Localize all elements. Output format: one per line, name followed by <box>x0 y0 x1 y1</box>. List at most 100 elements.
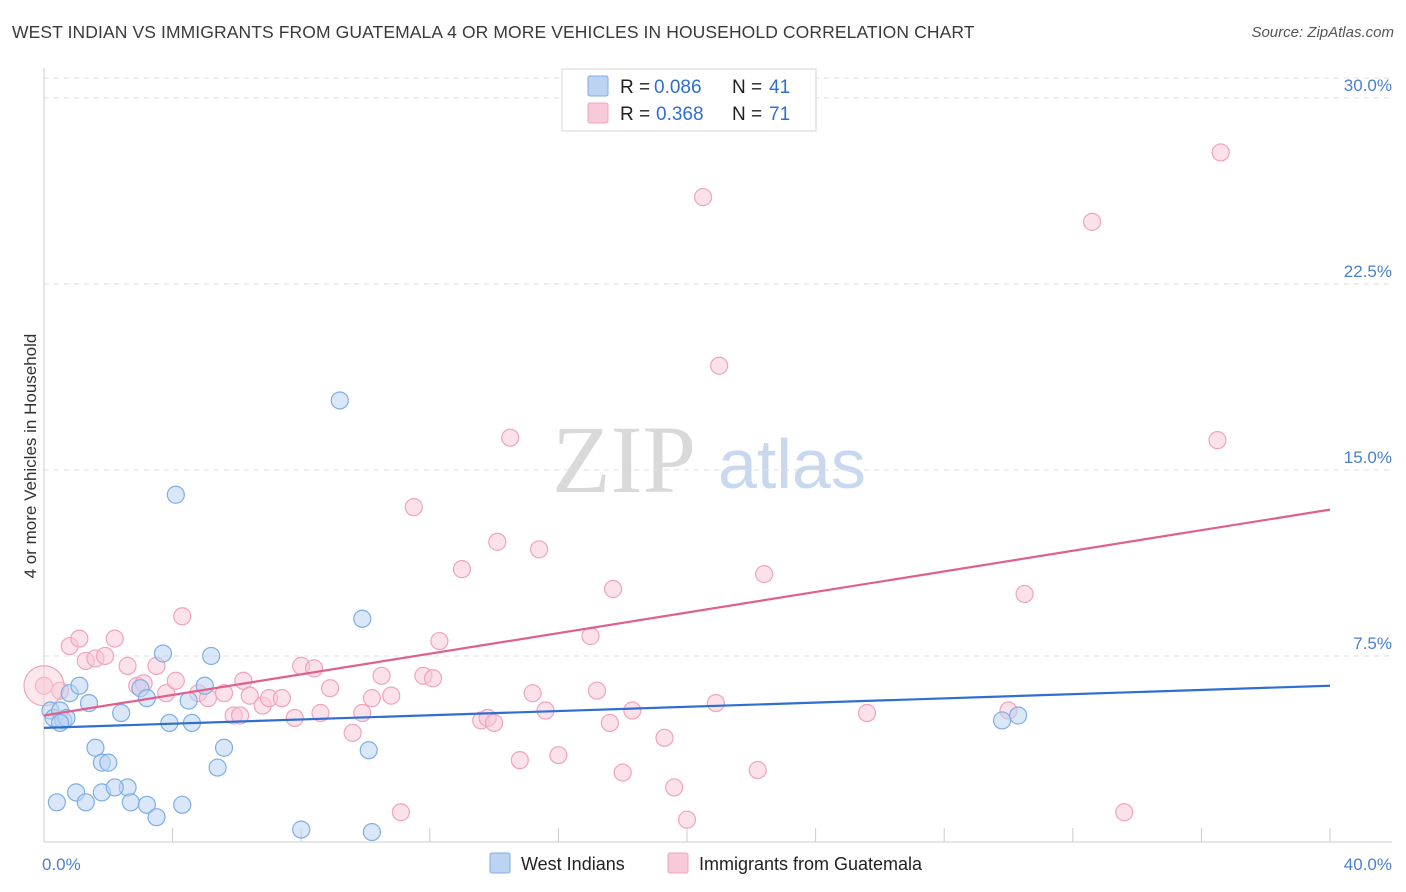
point-west-indians <box>359 741 378 760</box>
point-guatemala <box>613 763 632 782</box>
point-west-indians <box>112 703 131 723</box>
point-guatemala <box>423 669 443 688</box>
source-credit: Source: ZipAtlas.com <box>1251 24 1394 41</box>
point-guatemala <box>581 627 600 646</box>
point-west-indians <box>202 646 221 666</box>
point-west-indians <box>147 808 166 827</box>
point-west-indians <box>173 795 192 814</box>
point-west-indians <box>121 793 140 812</box>
point-guatemala <box>501 428 520 447</box>
point-guatemala <box>404 498 423 517</box>
point-west-indians <box>50 713 70 733</box>
point-guatemala <box>485 713 504 733</box>
point-west-indians <box>353 609 372 628</box>
point-guatemala <box>755 565 774 584</box>
point-guatemala <box>600 713 619 733</box>
point-guatemala <box>173 607 192 626</box>
point-west-indians <box>137 795 156 814</box>
point-west-indians <box>105 778 124 797</box>
point-guatemala <box>285 708 304 728</box>
point-guatemala <box>118 656 137 675</box>
point-guatemala <box>1208 431 1227 450</box>
legend-n-label-2: N = <box>732 104 762 125</box>
point-guatemala <box>488 532 507 551</box>
point-guatemala <box>321 679 340 698</box>
point-west-indians <box>179 691 198 710</box>
legend-n-value-2: 71 <box>769 104 790 125</box>
y-axis-label: 4 or more Vehicles in Household <box>21 334 40 579</box>
y-tick-label: 15.0% <box>1344 448 1392 467</box>
point-guatemala <box>95 646 115 666</box>
legend-n-value-1: 41 <box>769 77 790 98</box>
point-guatemala-large <box>23 665 65 707</box>
point-west-indians <box>362 822 382 842</box>
point-west-indians <box>330 391 349 410</box>
point-guatemala <box>231 706 250 725</box>
legend-r-value-2: 0.368 <box>656 104 704 125</box>
bottom-legend: West Indians Immigrants from Guatemala <box>489 852 923 874</box>
point-guatemala <box>530 540 549 559</box>
point-guatemala <box>1082 212 1102 231</box>
legend-r-label-2: R = <box>620 104 650 125</box>
point-west-indians <box>1009 706 1028 725</box>
bottom-legend-guatemala: Immigrants from Guatemala <box>699 854 923 874</box>
point-guatemala <box>240 686 259 705</box>
x-tick-label-max: 40.0% <box>1344 855 1392 874</box>
point-guatemala <box>623 701 642 720</box>
legend-swatch-guatemala <box>587 102 609 124</box>
point-guatemala <box>70 629 89 648</box>
point-guatemala <box>1015 584 1034 604</box>
point-west-indians <box>214 738 234 757</box>
point-west-indians <box>292 820 311 839</box>
chart-title: WEST INDIAN VS IMMIGRANTS FROM GUATEMALA… <box>12 22 975 42</box>
point-guatemala <box>587 681 607 700</box>
point-guatemala <box>382 686 401 705</box>
point-guatemala <box>430 631 449 651</box>
bottom-legend-swatch-west-indians <box>489 852 511 874</box>
point-west-indians <box>99 753 118 772</box>
legend-r-label-1: R = <box>620 77 650 98</box>
trend-line-guatemala <box>43 508 1331 717</box>
y-tick-label: 30.0% <box>1344 76 1392 95</box>
point-guatemala <box>166 671 185 690</box>
point-guatemala <box>706 693 726 713</box>
point-west-indians <box>166 485 185 504</box>
point-west-indians <box>70 676 89 695</box>
point-guatemala <box>603 579 623 599</box>
watermark-atlas: atlas <box>718 425 866 503</box>
point-west-indians <box>992 711 1012 730</box>
legend-n-label-1: N = <box>732 77 762 98</box>
point-guatemala <box>452 560 472 579</box>
point-guatemala <box>353 703 372 723</box>
point-guatemala <box>710 356 729 375</box>
watermark-zip: ZIP <box>552 406 696 513</box>
point-guatemala <box>311 703 330 723</box>
point-west-indians <box>76 793 95 812</box>
point-guatemala <box>372 666 391 685</box>
point-guatemala <box>510 751 529 770</box>
point-guatemala <box>1115 803 1134 822</box>
point-guatemala <box>214 684 234 703</box>
point-guatemala <box>105 629 124 648</box>
point-west-indians <box>47 793 66 812</box>
x-tick-label-min: 0.0% <box>42 855 81 874</box>
point-west-indians <box>153 644 173 663</box>
legend-box: R = 0.086 N = 41 R = 0.368 N = 71 <box>561 68 817 132</box>
point-guatemala <box>549 746 568 765</box>
legend-r-value-1: 0.086 <box>654 77 702 98</box>
point-guatemala <box>748 760 767 780</box>
point-guatemala <box>677 810 697 829</box>
point-west-indians <box>208 758 227 777</box>
point-guatemala <box>343 723 362 742</box>
y-tick-label: 7.5% <box>1353 634 1392 653</box>
point-guatemala <box>693 187 713 207</box>
point-guatemala <box>665 778 684 797</box>
bottom-legend-west-indians: West Indians <box>521 854 625 874</box>
point-guatemala <box>272 689 292 708</box>
y-tick-label: 22.5% <box>1344 262 1392 281</box>
trend-line-west-indians <box>43 684 1331 729</box>
legend-swatch-west-indians <box>587 75 609 97</box>
y-tick-labels: 7.5% 15.0% 22.5% 30.0% <box>1344 76 1392 653</box>
trend-lines <box>43 508 1331 729</box>
